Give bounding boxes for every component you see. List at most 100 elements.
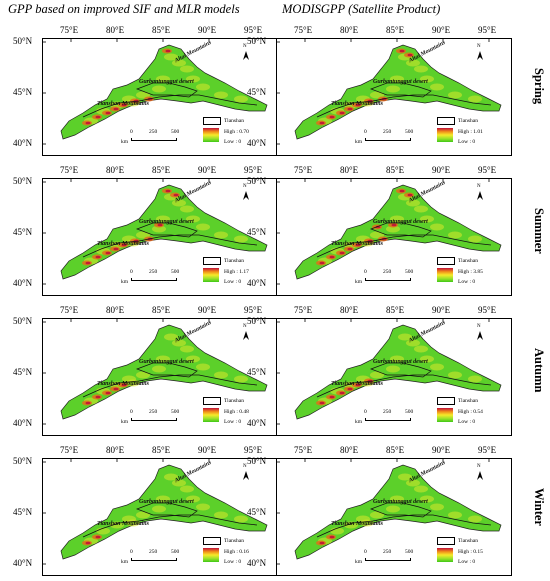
- desert-boundary: [370, 362, 432, 378]
- gpp-patch-mid: [156, 495, 170, 503]
- tianshan-mountains-label: Tianshan Mountains: [97, 101, 149, 107]
- lon-tick-label: 95°E: [478, 165, 497, 175]
- lon-tick-label: 75°E: [60, 25, 79, 35]
- tianshan-legend-label: Tianshan: [224, 258, 244, 264]
- region-map: [277, 459, 502, 565]
- gpp-patch-mid: [186, 355, 200, 363]
- lon-tick-label: 90°E: [432, 165, 451, 175]
- tianshan-boundary: [82, 94, 258, 118]
- desert-boundary: [370, 82, 432, 98]
- lat-tick-label: 50°N: [13, 316, 33, 326]
- scale-bar: 0 250 500 km: [121, 129, 191, 147]
- desert-boundary: [370, 222, 432, 238]
- gpp-patch-max: [105, 391, 111, 395]
- gpp-patch-mid: [430, 363, 444, 371]
- tianshan-legend-swatch: [203, 537, 221, 545]
- scale-unit: km: [121, 559, 129, 565]
- tianshan-boundary: [316, 374, 492, 398]
- gurbantunggut-desert-label: Gurbantunggut desert: [139, 499, 194, 505]
- lat-tick-label: 40°N: [247, 138, 267, 148]
- region-map: [277, 39, 502, 145]
- tianshan-legend-swatch: [203, 117, 221, 125]
- lon-tick-label: 95°E: [244, 305, 263, 315]
- tianshan-legend-label: Tianshan: [458, 258, 478, 264]
- gpp-patch-max: [95, 395, 101, 399]
- map-panel-winter-left: 75°E 80°E 85°E 90°E 95°E 50°N 45°N 40°N Altai Mo…: [13, 445, 278, 576]
- lat-tick-label: 40°N: [13, 138, 33, 148]
- desert-boundary: [136, 222, 198, 238]
- north-arrow-icon: N: [241, 184, 251, 201]
- legend-high-label: High : 1.17: [224, 269, 249, 275]
- map-frame: Altai Mountains Gurbantunggut desert Tians…: [276, 458, 512, 576]
- gpp-patch-max: [329, 115, 335, 119]
- lat-tick-label: 45°N: [13, 507, 33, 517]
- map-panel-spring-left: 75°E 80°E 85°E 90°E 95°E 50°N 45°N 40°N Altai Mo…: [13, 25, 278, 156]
- lon-tick-label: 80°E: [106, 445, 125, 455]
- desert-boundary: [136, 82, 198, 98]
- scale-tick-label: 250: [383, 269, 392, 275]
- gpp-patch-mid: [386, 365, 400, 373]
- region-map: [277, 179, 502, 285]
- tianshan-boundary: [82, 374, 258, 398]
- map-frame: Altai Mountains Gurbantunggut desert Tians…: [42, 38, 278, 156]
- legend-low-label: Low : 0: [458, 139, 476, 145]
- gpp-patch-mid: [234, 95, 248, 103]
- gpp-patch-max: [165, 189, 171, 193]
- gpp-patch-max: [339, 111, 345, 115]
- lon-tick-label: 80°E: [340, 305, 359, 315]
- gpp-patch-mid: [386, 505, 400, 513]
- gpp-patch-mid: [172, 199, 186, 207]
- lat-tick-label: 40°N: [247, 418, 267, 428]
- gpp-patch-max: [399, 189, 405, 193]
- gpp-patch-mid: [172, 339, 186, 347]
- gpp-patch-mid: [420, 355, 434, 363]
- map-frame: Altai Mountains Gurbantunggut desert Tians…: [276, 38, 512, 156]
- gpp-patch-mid: [420, 215, 434, 223]
- gpp-patch-max: [391, 223, 397, 227]
- gpp-color-ramp: [203, 408, 219, 422]
- lon-tick-label: 85°E: [152, 445, 171, 455]
- lon-tick-label: 95°E: [244, 25, 263, 35]
- scale-tick-label: 500: [171, 269, 180, 275]
- gpp-patch-mid: [172, 479, 186, 487]
- scale-line: [131, 558, 177, 561]
- lon-tick-label: 90°E: [198, 25, 217, 35]
- scale-line: [131, 418, 177, 421]
- gpp-patch-mid: [152, 85, 166, 93]
- scale-tick-label: 250: [149, 129, 158, 135]
- tianshan-legend-swatch: [437, 537, 455, 545]
- scale-bar: 0 250 500 km: [121, 409, 191, 427]
- scale-bar: 0 250 500 km: [355, 269, 425, 287]
- gpp-patch-max: [347, 107, 353, 111]
- season-label-winter: Winter: [531, 488, 546, 526]
- season-text: Winter: [532, 488, 546, 526]
- scale-tick-label: 250: [149, 549, 158, 555]
- gpp-patch-max: [339, 391, 345, 395]
- map-frame: Altai Mountains Gurbantunggut desert Tians…: [276, 318, 512, 436]
- lat-tick-label: 45°N: [13, 87, 33, 97]
- lat-tick-label: 45°N: [13, 367, 33, 377]
- map-panel-autumn-right: 75°E 80°E 85°E 90°E 95°E 50°N 45°N 40°N Altai Mo…: [247, 305, 512, 436]
- map-panel-spring-right: 75°E 80°E 85°E 90°E 95°E 50°N 45°N 40°N Altai Mo…: [247, 25, 512, 156]
- lon-tick-label: 75°E: [60, 445, 79, 455]
- scale-tick-label: 0: [130, 129, 133, 135]
- map-legend: Tianshan High : 1.01 Low : 0: [437, 117, 511, 155]
- tianshan-mountains-label: Tianshan Mountains: [97, 521, 149, 527]
- map-panel-autumn-left: 75°E 80°E 85°E 90°E 95°E 50°N 45°N 40°N Altai Mo…: [13, 305, 278, 436]
- scale-tick-label: 500: [405, 129, 414, 135]
- scale-tick-label: 0: [130, 409, 133, 415]
- gpp-patch-mid: [172, 59, 186, 67]
- lon-tick-label: 80°E: [340, 25, 359, 35]
- legend-low-label: Low : 0: [224, 139, 242, 145]
- tianshan-legend-label: Tianshan: [458, 398, 478, 404]
- gpp-color-ramp: [203, 548, 219, 562]
- lon-tick-label: 75°E: [294, 445, 313, 455]
- season-label-spring: Spring: [531, 68, 546, 104]
- scale-tick-label: 500: [405, 409, 414, 415]
- desert-boundary: [136, 362, 198, 378]
- gpp-patch-mid: [448, 511, 462, 519]
- scale-tick-label: 0: [364, 409, 367, 415]
- map-frame: Altai Mountains Gurbantunggut desert Tians…: [276, 178, 512, 296]
- north-arrow-icon: N: [475, 464, 485, 481]
- gpp-patch-max: [157, 223, 163, 227]
